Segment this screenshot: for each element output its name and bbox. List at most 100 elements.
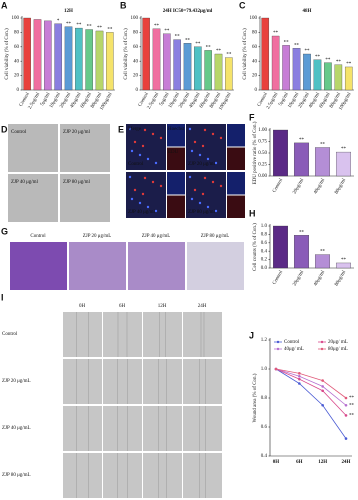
significance-label: **	[185, 38, 191, 43]
image-caption: ZJP 40 μg/ml	[128, 210, 156, 215]
bar	[204, 50, 212, 91]
wound-image	[143, 453, 182, 498]
bar	[292, 48, 301, 91]
legend-marker	[276, 347, 280, 351]
legend-marker	[320, 347, 324, 351]
x-tick-label: 24H	[342, 460, 351, 465]
cell	[201, 192, 205, 196]
bar	[324, 62, 332, 91]
significance-label: **	[164, 29, 170, 34]
y-tick-label: 0.75	[258, 140, 267, 145]
stained-well	[187, 242, 244, 290]
axis	[269, 338, 352, 457]
significance-label: **	[320, 250, 326, 255]
stained-well	[128, 242, 185, 290]
time-label: 12H	[158, 304, 167, 309]
y-tick-label: 1.00	[258, 128, 267, 133]
chart-title: 48H	[303, 9, 312, 14]
wound-image	[183, 453, 222, 498]
cell	[188, 127, 192, 131]
significance-label: **	[305, 49, 311, 54]
significance-label: **	[349, 414, 355, 419]
fluorescence-hoechst	[227, 172, 245, 195]
y-axis-label: Wound area (% of Con.)	[253, 373, 258, 422]
micrograph	[8, 124, 58, 172]
significance-label: **	[226, 53, 232, 58]
wound-image	[143, 359, 182, 404]
fluorescence-edu	[227, 195, 245, 218]
wound-image	[103, 406, 142, 451]
significance-label: **	[320, 143, 326, 148]
cell	[159, 136, 163, 140]
cell	[211, 180, 215, 184]
y-tick-label: 0.00	[258, 174, 267, 179]
y-tick-label: 1.2	[261, 338, 268, 343]
legend-label: 20μg/ mL	[328, 340, 348, 345]
y-tick-label: 0.8	[261, 233, 268, 238]
row-label: ZJP 80 μg/mL	[2, 473, 31, 478]
y-tick-label: 0.2	[261, 258, 268, 263]
data-point	[321, 403, 324, 407]
legend-label: 40μg/ mL	[284, 347, 304, 352]
chart-title: 12H	[64, 9, 73, 14]
y-tick-label: 0.4	[261, 454, 268, 459]
image-caption: ZJP 20 μg/ml	[188, 162, 216, 167]
data-point	[321, 379, 324, 382]
chart-title: 24H IC50=79.432μg/ml	[163, 9, 213, 14]
y-tick-label: 100	[131, 16, 139, 21]
image-caption: Control	[11, 130, 27, 135]
row-label: ZJP 40 μg/mL	[2, 426, 31, 431]
fluorescence-merge	[126, 124, 166, 170]
y-tick-label: 20	[252, 74, 258, 79]
legend-label: 80μg/ mL	[328, 347, 348, 352]
significance-label: **	[284, 41, 290, 46]
cell	[198, 153, 202, 157]
data-point	[344, 437, 348, 440]
cell	[203, 128, 207, 132]
data-point	[298, 372, 301, 375]
time-label: 6H	[119, 304, 126, 309]
panel-letter: H	[249, 208, 256, 218]
data-point	[298, 374, 301, 378]
bar	[272, 129, 288, 177]
legend-marker	[320, 340, 324, 344]
wound-image	[183, 359, 222, 404]
bar	[282, 45, 290, 91]
series-line	[275, 368, 347, 406]
significance-label: **	[299, 138, 305, 143]
cell	[198, 201, 202, 205]
cell	[206, 157, 210, 161]
panel-letter: G	[1, 226, 8, 236]
bar	[272, 225, 288, 269]
panel-letter: B	[120, 0, 127, 10]
wound-image	[183, 312, 222, 357]
x-tick-label: 80μg/ml	[334, 270, 347, 288]
cell	[133, 188, 137, 192]
wound-image	[63, 453, 102, 498]
x-tick-label: 20μg/ml	[292, 270, 305, 288]
cell	[138, 201, 142, 205]
data-point	[321, 385, 324, 388]
significance-label: **	[195, 42, 201, 47]
bar	[261, 17, 270, 91]
x-tick-label: Control	[272, 178, 284, 194]
wound-image	[63, 406, 102, 451]
bar	[335, 262, 351, 269]
significance-label: *	[57, 19, 60, 24]
significance-label: **	[76, 23, 82, 28]
data-point	[321, 389, 324, 393]
stained-well	[10, 242, 67, 290]
cell	[130, 197, 134, 201]
fluorescence-edu	[167, 147, 185, 170]
significance-label: **	[341, 147, 347, 152]
cell	[203, 176, 207, 180]
data-point	[344, 403, 348, 407]
image-caption: Control	[128, 162, 144, 167]
y-tick-label: 1.0	[261, 367, 268, 372]
x-tick-label: 20μg/ml	[292, 178, 305, 196]
cell	[211, 132, 215, 136]
y-tick-label: 60	[133, 45, 139, 50]
column-caption: ZJP 40 μg/mL	[142, 234, 171, 239]
panel-letter: E	[118, 124, 124, 134]
wound-image	[103, 453, 142, 498]
